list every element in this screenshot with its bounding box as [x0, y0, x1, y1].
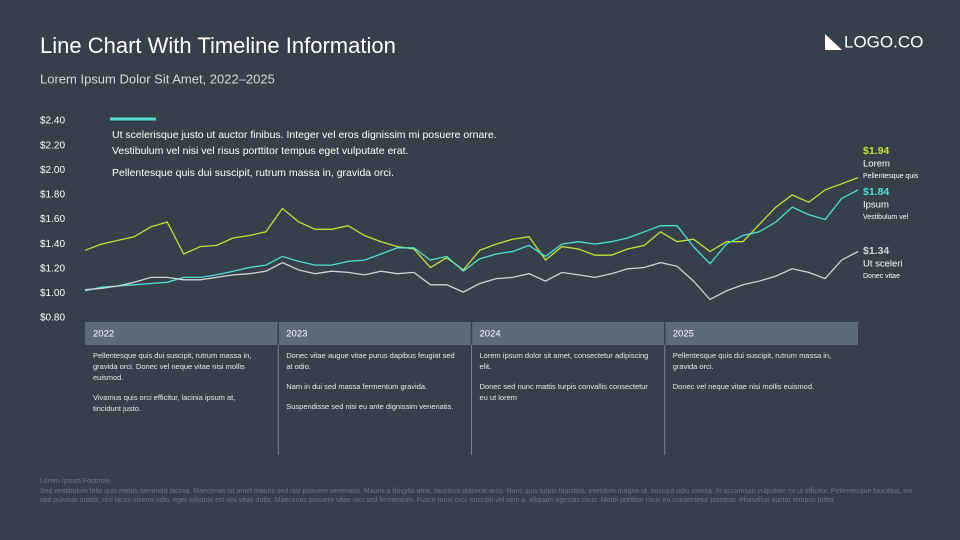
end-value-label: $1.34	[863, 245, 889, 257]
footnote-title: Lorem Ipsum Footnote.	[40, 478, 113, 485]
chart-title: Line Chart With Timeline Information	[40, 33, 396, 58]
legend-label: Lorem	[863, 159, 890, 170]
timeline-text: Pellentesque quis dui suscipit, rutrum m…	[672, 351, 832, 371]
y-tick-label: $1.20	[40, 263, 65, 274]
annotation-text: Ut scelerisque justo ut auctor finibus. …	[112, 129, 497, 157]
timeline-year: 2022	[93, 329, 114, 340]
series-line	[84, 176, 859, 271]
y-tick-label: $1.00	[40, 288, 65, 299]
y-tick-label: $1.40	[40, 239, 65, 250]
end-value-label: $1.94	[863, 145, 889, 157]
y-tick-label: $2.00	[40, 165, 65, 176]
timeline-column: Lorem ipsum dolor sit amet, consectetur …	[480, 350, 650, 412]
y-tick-label: $1.60	[40, 214, 65, 225]
timeline-year: 2025	[673, 329, 694, 340]
timeline-column: Pellentesque quis dui suscipit, rutrum m…	[673, 350, 843, 401]
timeline-text: Lorem ipsum dolor sit amet, consectetur …	[479, 351, 649, 371]
series-line	[84, 250, 859, 301]
legend-description: Vestibulum vel	[863, 214, 909, 221]
legend-label: Ipsum	[863, 200, 889, 211]
y-tick-label: $1.80	[40, 190, 65, 201]
timeline-text: Donec sed nunc mattis turpis convallis c…	[479, 382, 648, 402]
footnote-text: Sed vestibulum felis quis metus hendreri…	[40, 487, 913, 505]
legend-description: Donec vitae	[863, 273, 900, 280]
logo: LOGO.CO	[844, 32, 923, 51]
legend-description: Pellentesque quis	[863, 173, 919, 180]
timeline-text: Donec vitae augue vitae purus dapibus fe…	[286, 351, 455, 371]
timeline-text: Nam in dui sed massa fermentum gravida.	[286, 382, 428, 391]
footnote: Lorem Ipsum Footnote. Sed vestibulum fel…	[40, 477, 920, 506]
timeline-text: Vivamus quis orci efficitur, lacinia ips…	[93, 393, 236, 413]
chart-subtitle: Lorem Ipsum Dolor Sit Amet, 2022–2025	[40, 71, 275, 86]
series-line	[84, 189, 859, 292]
end-value-label: $1.84	[863, 186, 889, 198]
timeline-text: Donec vel neque vitae nisi mollis euismo…	[672, 382, 815, 391]
timeline-column: Pellentesque quis dui suscipit, rutrum m…	[93, 350, 263, 423]
timeline-column: Donec vitae augue vitae purus dapibus fe…	[286, 350, 456, 421]
timeline-year: 2023	[286, 329, 307, 340]
annotation: Ut scelerisque justo ut auctor finibus. …	[112, 127, 497, 187]
logo-icon	[825, 34, 842, 50]
timeline-text: Pellentesque quis dui suscipit, rutrum m…	[93, 351, 252, 382]
timeline-year: 2024	[480, 329, 501, 340]
legend-label: Ut sceleri	[863, 259, 903, 270]
y-tick-label: $2.20	[40, 140, 65, 151]
timeline-text: Suspendisse sed nisi eu ante dignissim v…	[286, 402, 454, 411]
annotation-text: Pellentesque quis dui suscipit, rutrum m…	[112, 167, 394, 179]
y-tick-label: $2.40	[40, 116, 65, 127]
y-tick-label: $0.80	[40, 313, 65, 324]
